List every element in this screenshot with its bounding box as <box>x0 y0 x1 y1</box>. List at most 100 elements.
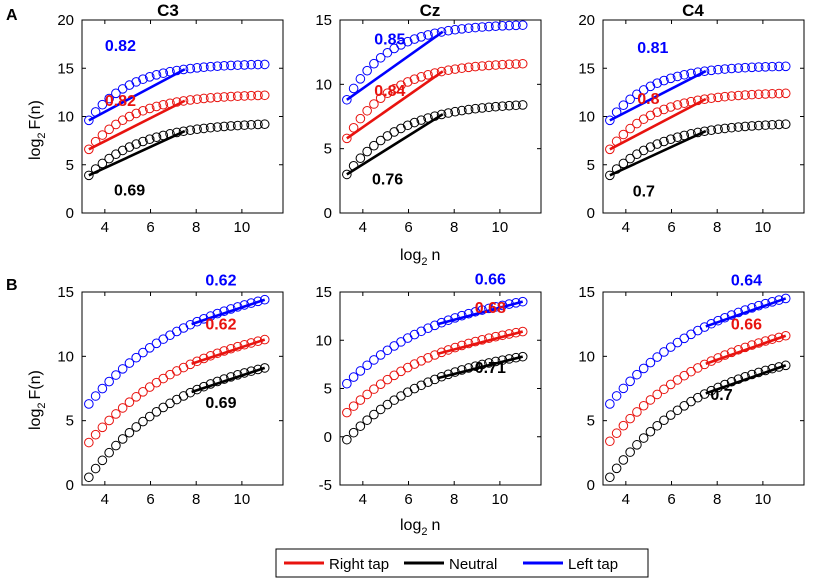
data-point <box>740 121 750 132</box>
x-tick-label: 8 <box>450 491 458 508</box>
data-point <box>747 89 757 100</box>
fit-line <box>705 364 787 395</box>
y-tick-label: 5 <box>324 141 332 158</box>
x-tick-label: 10 <box>234 491 251 508</box>
data-point <box>104 447 114 458</box>
data-point <box>144 411 155 422</box>
x-axis-label-row-b: log2 n <box>400 517 440 538</box>
data-point <box>409 117 420 128</box>
data-point <box>443 65 454 76</box>
data-point <box>780 88 791 99</box>
panel-b-cz-series-neutral: 0.71 <box>342 351 528 445</box>
data-point <box>497 21 508 31</box>
data-point <box>151 70 162 80</box>
data-point <box>131 77 142 87</box>
data-point <box>138 347 148 358</box>
data-point <box>192 63 202 73</box>
x-tick-label: 6 <box>146 491 154 508</box>
data-point <box>192 124 202 135</box>
y-tick-label: 0 <box>587 477 595 494</box>
y-tick-label: 15 <box>578 60 595 77</box>
data-point <box>104 124 114 135</box>
data-point <box>457 105 467 116</box>
data-point <box>84 170 94 181</box>
data-point <box>470 361 481 371</box>
data-point <box>497 101 508 111</box>
data-point <box>618 420 629 431</box>
fit-line <box>191 366 266 394</box>
row-b-label: B <box>6 277 18 294</box>
data-point <box>679 69 690 80</box>
data-point <box>259 119 270 130</box>
slope-label: 0.84 <box>374 83 405 100</box>
data-point <box>665 379 676 390</box>
data-point <box>665 102 676 112</box>
x-tick-label: 10 <box>234 219 251 236</box>
data-point <box>226 121 236 131</box>
data-point <box>348 83 359 94</box>
data-point <box>117 364 128 374</box>
data-point <box>362 65 372 76</box>
data-point <box>490 21 501 31</box>
data-point <box>780 330 791 341</box>
data-point <box>205 122 216 133</box>
slope-label: 0.69 <box>114 183 145 200</box>
data-point <box>760 62 771 72</box>
data-point <box>144 103 155 114</box>
data-point <box>131 392 142 402</box>
fit-line <box>609 69 707 122</box>
data-point <box>232 120 243 131</box>
data-point <box>97 99 108 110</box>
panel-a-c3-series-neutral: 0.69 <box>84 119 270 200</box>
panel-b-c4-series-neutral: 0.7 <box>605 360 791 483</box>
y-tick-label: 10 <box>315 76 332 93</box>
fit-line <box>609 129 707 177</box>
data-point <box>450 106 460 117</box>
data-point <box>733 63 744 73</box>
title-c4: C4 <box>682 1 704 20</box>
data-point <box>665 134 676 145</box>
data-point <box>382 47 393 58</box>
data-point <box>632 369 642 380</box>
y-tick-label: 15 <box>57 60 74 77</box>
data-point <box>652 78 663 89</box>
data-point <box>342 169 352 180</box>
data-point <box>246 119 256 130</box>
data-point <box>484 60 494 71</box>
data-point <box>652 352 663 362</box>
data-point <box>97 130 108 140</box>
data-point <box>672 100 683 110</box>
data-point <box>665 73 676 84</box>
data-point <box>178 126 189 137</box>
legend-label-left-tap: Left tap <box>568 556 618 573</box>
data-point <box>423 30 433 40</box>
legend-label-neutral: Neutral <box>449 556 497 573</box>
data-point <box>645 81 656 92</box>
data-point <box>618 129 629 140</box>
data-point <box>409 74 420 85</box>
y-tick-label: 15 <box>57 284 74 301</box>
fit-line <box>346 113 444 176</box>
data-point <box>423 323 433 334</box>
data-point <box>611 391 622 401</box>
data-point <box>645 426 656 437</box>
panel-a-c3-series-left-tap: 0.82 <box>84 38 270 126</box>
data-point <box>253 90 263 101</box>
panel-b-c4: 4 6 8 10 0 5 10 15 0.64 0.66 0.7 <box>578 273 805 508</box>
fit-line <box>346 70 444 140</box>
slope-label: 0.64 <box>731 273 762 290</box>
slope-label: 0.62 <box>205 273 236 290</box>
panel-b-c4-series-right-tap: 0.66 <box>605 316 791 447</box>
data-point <box>713 124 723 135</box>
x-tick-label: 4 <box>622 491 630 508</box>
data-point <box>124 427 135 438</box>
data-point <box>477 103 487 113</box>
data-point <box>477 61 487 71</box>
fit-line <box>705 334 787 365</box>
data-point <box>450 64 460 74</box>
data-point <box>747 62 757 73</box>
x-tick-label: 8 <box>192 491 200 508</box>
data-point <box>665 342 676 352</box>
data-point <box>706 65 717 76</box>
title-c3: C3 <box>157 1 179 20</box>
